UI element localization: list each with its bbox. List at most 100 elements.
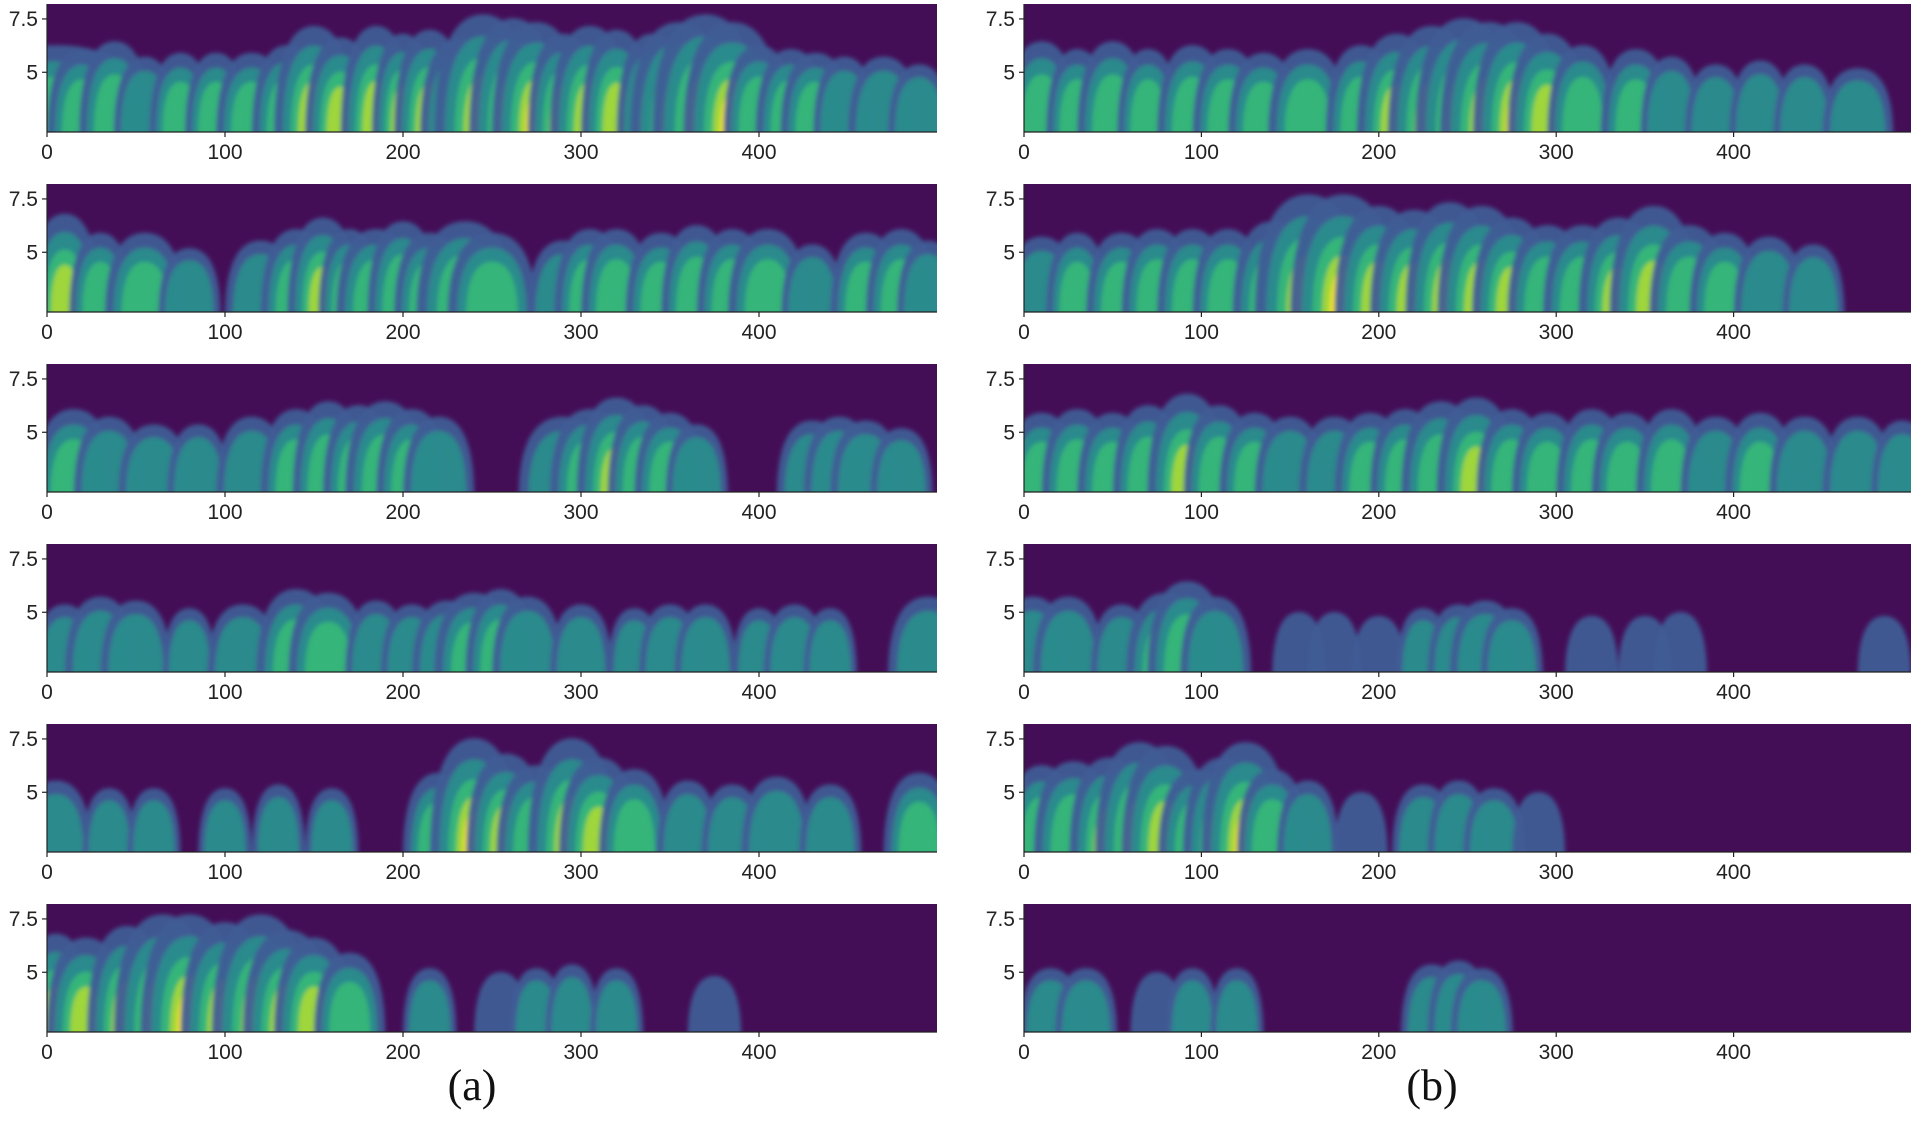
panel-b-4-burst-13-level-0 bbox=[1565, 615, 1619, 672]
panel-b-4-xtick-label-1: 100 bbox=[1184, 681, 1219, 704]
panel-a-5-burst-16 bbox=[799, 784, 862, 852]
panel-a-5-burst-12 bbox=[598, 768, 670, 852]
panel-b-5-xtick-label-1: 100 bbox=[1184, 861, 1219, 884]
panel-b-2-xtick-label-0: 0 bbox=[1018, 321, 1030, 344]
panel-a-2-burst-19-level-2 bbox=[744, 259, 792, 312]
panel-b-2-ytick-label-0: 7.5 bbox=[986, 188, 1015, 211]
panel-a-5-burst-5 bbox=[305, 788, 359, 852]
panel-a-3-burst-20 bbox=[870, 428, 933, 492]
panel-a-5-xtick-label-4: 400 bbox=[741, 861, 776, 884]
panel-a-4-burst-3 bbox=[162, 608, 217, 672]
panel-b-5: 7.5 5 0 100 200 300 400 bbox=[986, 724, 1911, 884]
panel-b-3: 7.5 5 0 100 200 300 400 bbox=[986, 364, 1911, 524]
panel-b-2-xtick-label-4: 400 bbox=[1716, 321, 1751, 344]
panel-a-1-ytick-label-0: 7.5 bbox=[9, 8, 38, 31]
panel-b-3-xtick-label-1: 100 bbox=[1184, 501, 1219, 524]
panel-b-5-burst-14 bbox=[1511, 792, 1565, 852]
panel-b-2-burst-1-level-2 bbox=[1059, 261, 1096, 312]
panel-a-2-burst-23-level-1 bbox=[903, 254, 937, 312]
panel-a-2-burst-12-level-2 bbox=[466, 261, 518, 312]
panel-a-6-xtick-label-2: 200 bbox=[385, 1041, 420, 1064]
panel-a-6-burst-10 bbox=[403, 968, 457, 1032]
panel-a-5-burst-13-level-1 bbox=[663, 794, 713, 852]
caption-b: (b) bbox=[1406, 1061, 1457, 1110]
panel-b-5-burst-13 bbox=[1463, 788, 1526, 852]
panel-b-1-burst-20-level-1 bbox=[1780, 77, 1829, 132]
panel-b-4-burst-8 bbox=[1352, 615, 1406, 672]
panel-b-1-burst-7-level-2 bbox=[1284, 79, 1331, 132]
panel-a-6-burst-15-level-0 bbox=[687, 975, 742, 1032]
panel-a-3-xtick-label-3: 300 bbox=[563, 501, 598, 524]
panel-a-5-burst-3 bbox=[198, 788, 252, 852]
panel-a-5-burst-2 bbox=[127, 788, 181, 852]
panel-b-6-burst-3 bbox=[1165, 968, 1220, 1032]
panel-b-3-cells bbox=[1024, 393, 1911, 492]
panel-a-6: 7.5 5 0 100 200 300 400 bbox=[9, 904, 937, 1064]
panel-a-4-xtick-label-3: 300 bbox=[563, 681, 598, 704]
panel-b-1-burst-21 bbox=[1822, 68, 1894, 132]
panel-a-5: 7.5 5 0 100 200 300 400 bbox=[9, 724, 937, 884]
panel-b-4-cells bbox=[1024, 581, 1911, 672]
panel-b-6-burst-4 bbox=[1210, 968, 1264, 1032]
panel-a-5-ytick-label-0: 7.5 bbox=[9, 728, 38, 751]
panel-b-6-xtick-label-4: 400 bbox=[1716, 1041, 1751, 1064]
panel-b-6-xtick-label-0: 0 bbox=[1018, 1041, 1030, 1064]
panel-a-1-xtick-label-2: 200 bbox=[385, 141, 420, 164]
panel-a-6-cells bbox=[47, 914, 742, 1032]
panel-a-2-ytick-label-1: 5 bbox=[26, 241, 38, 264]
panel-b-6-xtick-label-1: 100 bbox=[1184, 1041, 1219, 1064]
panel-a-1-xtick-label-0: 0 bbox=[41, 141, 53, 164]
panel-a-6-burst-13 bbox=[545, 964, 599, 1032]
panel-b-1-xtick-label-0: 0 bbox=[1018, 141, 1030, 164]
panel-a-6-burst-9 bbox=[314, 952, 386, 1032]
panel-b-4-ytick-label-0: 7.5 bbox=[986, 548, 1015, 571]
panel-a-2-burst-23 bbox=[897, 240, 937, 312]
panel-b-5-ytick-label-1: 5 bbox=[1003, 781, 1015, 804]
panel-b-4-burst-15-level-0 bbox=[1653, 612, 1707, 672]
panel-b-4-burst-16 bbox=[1857, 615, 1911, 672]
panel-b-6-ytick-label-0: 7.5 bbox=[986, 908, 1015, 931]
panel-a-3-burst-20-level-1 bbox=[877, 440, 926, 492]
panel-a-3-xtick-label-4: 400 bbox=[741, 501, 776, 524]
panel-b-4-burst-7-level-0 bbox=[1307, 612, 1361, 672]
panel-a-3-burst-10 bbox=[403, 416, 475, 492]
panel-b-5-burst-9-level-1 bbox=[1283, 794, 1332, 852]
panel-b-1-burst-15-level-2 bbox=[1562, 76, 1604, 132]
panel-a-4-xtick-label-1: 100 bbox=[207, 681, 242, 704]
panel-b-4-burst-12 bbox=[1480, 608, 1543, 672]
panel-a-3-burst-10-level-1 bbox=[410, 430, 467, 492]
panel-b-3-ytick-label-1: 5 bbox=[1003, 421, 1015, 444]
panel-a-4-burst-13-level-1 bbox=[556, 617, 606, 672]
panel-b-1-burst-20 bbox=[1773, 64, 1836, 132]
panel-b-1-ytick-label-0: 7.5 bbox=[986, 8, 1015, 31]
panel-b-5-burst-10 bbox=[1334, 792, 1388, 852]
panel-a-5-burst-0 bbox=[47, 780, 92, 852]
panel-a-2-xtick-label-0: 0 bbox=[41, 321, 53, 344]
panel-b-4-burst-1 bbox=[1032, 596, 1104, 672]
panel-b-5-burst-10-level-0 bbox=[1334, 792, 1388, 852]
panel-b-1-xtick-label-3: 300 bbox=[1539, 141, 1574, 164]
panel-b-1-xtick-label-2: 200 bbox=[1361, 141, 1396, 164]
panel-a-2-burst-2-level-2 bbox=[121, 261, 169, 312]
panel-b-5-burst-9 bbox=[1276, 780, 1339, 852]
panel-a-6-burst-9-level-2 bbox=[329, 981, 371, 1032]
panel-a-4-burst-20-level-1 bbox=[896, 610, 937, 672]
panel-b-6-burst-4-level-1 bbox=[1216, 980, 1258, 1032]
panel-a-5-burst-1 bbox=[82, 788, 136, 852]
panel-b-2-burst-21-level-1 bbox=[1789, 257, 1838, 312]
panel-b-3-burst-22-level-1 bbox=[1877, 434, 1911, 492]
panel-b-1-burst-3-level-2 bbox=[1130, 79, 1167, 132]
panel-a-6-burst-15 bbox=[687, 975, 742, 1032]
panel-a-2: 7.5 5 0 100 200 300 400 bbox=[9, 184, 937, 344]
panel-a-3-xtick-label-0: 0 bbox=[41, 501, 53, 524]
panel-b-3-xtick-label-0: 0 bbox=[1018, 501, 1030, 524]
panel-a-1-cells bbox=[47, 14, 937, 132]
panel-b-6-xtick-label-2: 200 bbox=[1361, 1041, 1396, 1064]
panel-b-4-burst-5 bbox=[1180, 596, 1251, 672]
panel-b-4-xtick-label-0: 0 bbox=[1018, 681, 1030, 704]
panel-a-1-xtick-label-4: 400 bbox=[741, 141, 776, 164]
panel-a-3-burst-3-level-1 bbox=[174, 437, 223, 492]
panel-a-3-ytick-label-1: 5 bbox=[26, 421, 38, 444]
panel-a-5-xtick-label-1: 100 bbox=[207, 861, 242, 884]
